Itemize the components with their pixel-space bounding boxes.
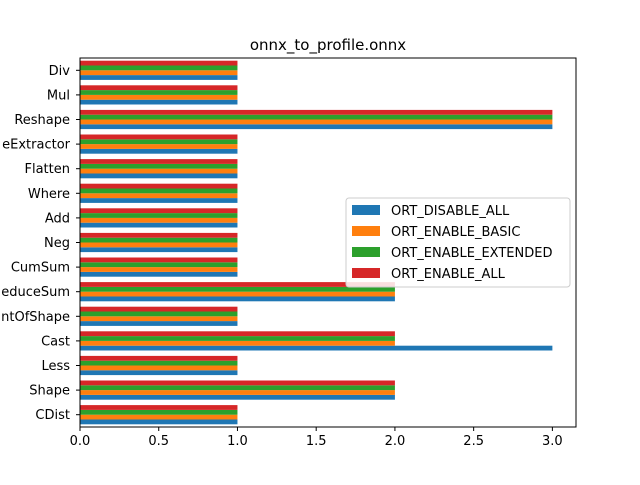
y-tick-label: eExtractor [2,138,71,153]
bar-ort-enable-extended-9 [80,286,395,292]
x-ticks: 0.0 0.5 1.0 1.5 2.0 2.5 3.0 [70,427,563,449]
bar-ort-enable-extended-7 [80,237,238,243]
legend-swatch [352,226,380,236]
y-tick-label: educeSum [1,285,70,300]
x-tick-label: 0.0 [70,434,91,449]
bar-ort-enable-all-4 [80,159,238,164]
bar-ort-disable-all-7 [80,247,238,253]
bar-ort-disable-all-5 [80,198,238,203]
legend: ORT_DISABLE_ALL ORT_ENABLE_BASIC ORT_ENABL… [345,197,571,288]
chart-title: onnx_to_profile.onnx [250,36,406,55]
bar-ort-enable-extended-8 [80,262,238,268]
bar-ort-disable-all-6 [80,222,238,228]
y-tick-label: Neg [44,236,70,251]
bar-ort-enable-all-3 [80,134,238,140]
bar-ort-enable-basic-0 [80,70,238,76]
y-tick-label: Less [41,359,70,374]
bar-ort-enable-basic-11 [80,340,395,346]
bar-ort-enable-all-14 [80,405,238,410]
bar-ort-disable-all-11 [80,345,553,351]
bar-ort-enable-all-5 [80,183,238,189]
legend-swatch [352,247,380,257]
plot-frame [79,57,577,428]
legend-label: ORT_ENABLE_EXTENDED [391,246,552,261]
bar-ort-enable-all-0 [80,60,238,66]
y-tick-label: Shape [29,384,70,399]
bars-layer [80,60,553,425]
x-tick-label: 1.0 [227,434,248,449]
x-tick-label: 2.5 [463,434,484,449]
y-tick-label: Reshape [14,113,70,128]
x-tick-label: 0.5 [148,434,169,449]
bar-ort-enable-basic-10 [80,316,238,322]
bar-ort-enable-extended-1 [80,90,238,95]
x-tick-label: 2.0 [385,434,406,449]
bar-ort-enable-extended-2 [80,114,553,120]
bar-ort-enable-basic-2 [80,119,553,125]
y-tick-label: ntOfShape [1,310,70,325]
bar-ort-enable-extended-12 [80,360,238,366]
bar-ort-enable-basic-14 [80,414,238,420]
bar-ort-enable-basic-4 [80,168,238,174]
legend-box [345,197,571,288]
bar-ort-enable-all-7 [80,232,238,238]
bar-ort-enable-extended-13 [80,385,395,391]
x-tick-label: 3.0 [542,434,563,449]
legend-swatch [352,205,380,215]
bar-ort-enable-all-9 [80,282,395,287]
bar-ort-enable-basic-1 [80,94,238,100]
bar-ort-disable-all-10 [80,321,238,326]
bar-ort-disable-all-14 [80,419,238,425]
bar-ort-disable-all-13 [80,394,395,400]
y-tick-label: Flatten [25,162,71,177]
bar-ort-enable-basic-5 [80,193,238,199]
bar-ort-enable-all-6 [80,208,238,214]
y-tick-label: CumSum [11,261,70,276]
bar-ort-enable-extended-3 [80,139,238,145]
bar-ort-enable-extended-5 [80,188,238,194]
bar-ort-enable-all-10 [80,306,238,312]
bar-ort-enable-basic-9 [80,291,395,297]
y-tick-label: Div [49,64,71,79]
bar-ort-enable-all-12 [80,355,238,361]
legend-label: ORT_ENABLE_ALL [391,267,506,282]
bar-ort-enable-extended-0 [80,65,238,71]
bar-ort-enable-all-1 [80,85,238,91]
bar-ort-enable-extended-14 [80,409,238,415]
y-tick-label: Where [28,187,70,202]
bar-ort-disable-all-0 [80,75,238,80]
bar-ort-disable-all-3 [80,148,238,154]
bar-ort-disable-all-2 [80,124,553,130]
bar-ort-enable-extended-6 [80,213,238,218]
y-tick-label: Add [45,211,70,226]
bar-ort-enable-all-13 [80,380,395,386]
bar-ort-enable-basic-8 [80,267,238,272]
bar-ort-enable-basic-3 [80,144,238,149]
legend-label: ORT_ENABLE_BASIC [391,225,520,240]
bar-ort-enable-basic-12 [80,365,238,371]
bar-ort-enable-all-2 [80,109,553,115]
bar-ort-enable-extended-11 [80,336,395,341]
bar-ort-disable-all-9 [80,296,395,302]
y-tick-label: Cast [41,334,70,349]
y-tick-labels: Div Mul Reshape eExtractor Flatten Where Add Ne… [1,64,80,423]
bar-ort-enable-basic-6 [80,217,238,223]
bar-ort-enable-extended-4 [80,163,238,169]
bar-ort-disable-all-8 [80,271,238,277]
bar-ort-enable-basic-7 [80,242,238,248]
bar-ort-disable-all-12 [80,370,238,376]
legend-label: ORT_DISABLE_ALL [391,204,510,219]
bar-ort-disable-all-1 [80,99,238,105]
legend-swatch [352,268,380,278]
bar-ort-enable-basic-13 [80,390,395,395]
bar-ort-enable-extended-10 [80,311,238,317]
bar-ort-enable-all-11 [80,331,395,337]
bar-ort-enable-all-8 [80,257,238,263]
bar-ort-disable-all-4 [80,173,238,179]
y-tick-label: CDist [35,408,70,423]
y-tick-label: Mul [47,88,70,103]
x-tick-label: 1.5 [306,434,327,449]
